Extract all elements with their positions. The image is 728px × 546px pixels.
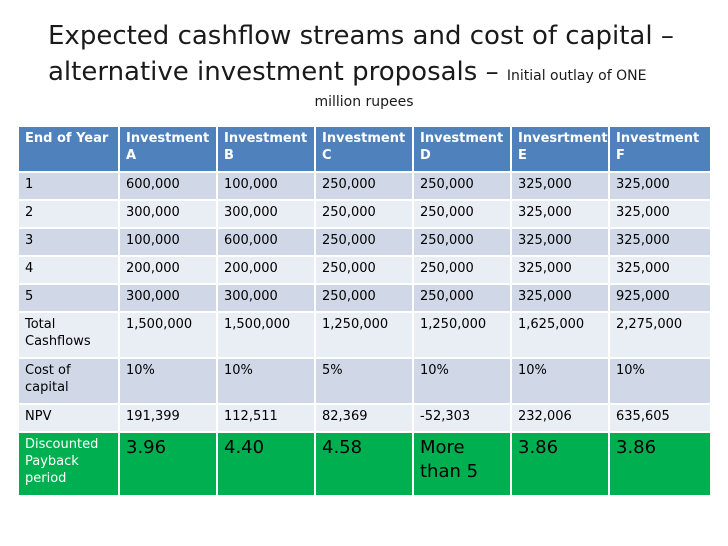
header-cell: Invesrtment E [510,125,610,173]
table-cell: 191,399 [118,403,218,433]
header-cell: Investment C [314,125,414,173]
table-row: Cost of capital 10% 10% 5% 10% 10% 10% [17,357,712,405]
table-cell: 200,000 [118,255,218,285]
table-cell: 82,369 [314,403,414,433]
table-cell: 300,000 [216,199,316,229]
table-cell: 1,250,000 [412,311,512,359]
table-cell: Discounted Payback period [17,431,120,497]
table-cell: 250,000 [314,255,414,285]
slide-title: Expected cashflow streams and cost of ca… [48,18,688,94]
table-cell: 325,000 [608,255,712,285]
table-cell: 250,000 [314,227,414,257]
table-cell: 325,000 [510,227,610,257]
table-row: 4 200,000 200,000 250,000 250,000 325,00… [17,255,712,285]
table-row: 5 300,000 300,000 250,000 250,000 325,00… [17,283,712,313]
table-cell: 200,000 [216,255,316,285]
table-cell: 600,000 [118,171,218,201]
table-cell: 250,000 [412,227,512,257]
table-cell: 3 [17,227,120,257]
table-cell: 10% [216,357,316,405]
table-cell: 2 [17,199,120,229]
table-row: 3 100,000 600,000 250,000 250,000 325,00… [17,227,712,257]
table-row: 2 300,000 300,000 250,000 250,000 325,00… [17,199,712,229]
table-cell: 325,000 [510,199,610,229]
table-cell: 325,000 [608,171,712,201]
table-cell: 325,000 [608,199,712,229]
table-cell: 250,000 [314,171,414,201]
table-cell: 2,275,000 [608,311,712,359]
table-cell: 325,000 [510,171,610,201]
table-cell: 112,511 [216,403,316,433]
table-cell: 3.86 [608,431,712,497]
table-cell: 635,605 [608,403,712,433]
table-cell: -52,303 [412,403,512,433]
table-cell: 232,006 [510,403,610,433]
title-main: Expected cashflow streams and cost of ca… [48,21,674,87]
header-cell: Investment A [118,125,218,173]
table-cell: 5 [17,283,120,313]
header-cell: Investment B [216,125,316,173]
table-row: 1 600,000 100,000 250,000 250,000 325,00… [17,171,712,201]
table-cell: 1,500,000 [118,311,218,359]
table-cell: 10% [118,357,218,405]
title-note: Initial outlay of ONE [506,68,647,84]
table-cell: 1,625,000 [510,311,610,359]
table-cell: 300,000 [118,283,218,313]
table-cell: Total Cashflows [17,311,120,359]
table-cell: 250,000 [412,171,512,201]
table-cell: 100,000 [118,227,218,257]
table-cell: More than 5 [412,431,512,497]
table-cell: 100,000 [216,171,316,201]
table-cell: 10% [510,357,610,405]
table-cell: 325,000 [510,283,610,313]
table-row: NPV 191,399 112,511 82,369 -52,303 232,0… [17,403,712,433]
table-cell: NPV [17,403,120,433]
table-cell: 4.40 [216,431,316,497]
table-cell: 600,000 [216,227,316,257]
cashflow-table: End of Year Investment A Investment B In… [17,125,712,497]
table-cell: 1 [17,171,120,201]
table-cell: 3.96 [118,431,218,497]
table-cell: 250,000 [412,199,512,229]
table-row: Total Cashflows 1,500,000 1,500,000 1,25… [17,311,712,359]
table-cell: 325,000 [608,227,712,257]
table-header-row: End of Year Investment A Investment B In… [17,125,712,173]
header-cell: Investment D [412,125,512,173]
table-cell: 250,000 [314,283,414,313]
table-cell: 250,000 [412,255,512,285]
table-cell: 300,000 [216,283,316,313]
table-cell: 4.58 [314,431,414,497]
table-cell: 10% [412,357,512,405]
table-cell: 325,000 [510,255,610,285]
title-note-continued: million rupees [314,94,414,110]
header-cell: End of Year [17,125,120,173]
header-cell: Investment F [608,125,712,173]
table-cell: 4 [17,255,120,285]
table-cell: 300,000 [118,199,218,229]
table-cell: 10% [608,357,712,405]
table-cell: 250,000 [314,199,414,229]
table-cell: 925,000 [608,283,712,313]
table-cell: 1,500,000 [216,311,316,359]
table-cell: Cost of capital [17,357,120,405]
table-row-payback: Discounted Payback period 3.96 4.40 4.58… [17,431,712,497]
table-cell: 3.86 [510,431,610,497]
table-cell: 250,000 [412,283,512,313]
table-cell: 5% [314,357,414,405]
table-cell: 1,250,000 [314,311,414,359]
